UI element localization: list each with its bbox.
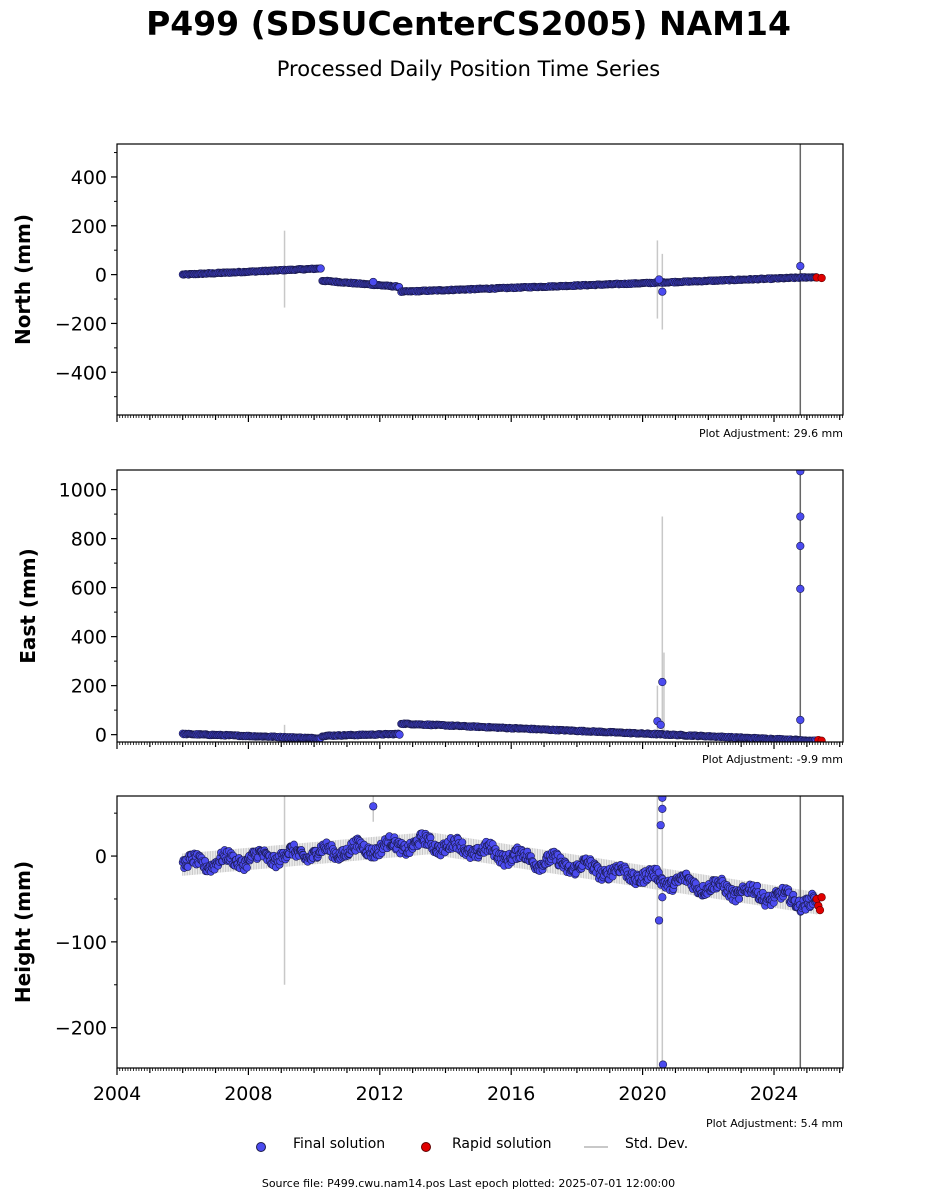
final-point	[658, 287, 667, 296]
final-point	[658, 1060, 668, 1068]
plot-adjustment-label: Plot Adjustment: 29.6 mm	[699, 427, 843, 440]
y-tick-label: 200	[71, 676, 107, 698]
final-point	[654, 275, 664, 284]
y-axis-label: North (mm)	[11, 214, 35, 345]
plot-adjustment-label: Plot Adjustment: 5.4 mm	[706, 1117, 843, 1130]
panel-1: 1000 800 600 400 200 0 East (mm) Plot Adjustmen…	[16, 469, 844, 766]
std-line-icon	[584, 1146, 608, 1148]
rapid-marker-icon	[421, 1142, 431, 1152]
y-tick-label: 800	[71, 529, 107, 551]
rapid-point	[817, 736, 826, 742]
final-point	[656, 720, 665, 729]
rapid-point	[815, 906, 825, 915]
panel-frame	[116, 143, 844, 416]
final-point	[796, 470, 805, 476]
y-tick-label: 400	[71, 167, 107, 189]
y-tick-label: −100	[55, 932, 107, 954]
final-point	[796, 261, 805, 271]
final-point	[395, 730, 404, 739]
legend-label-final: Final solution	[293, 1136, 386, 1152]
panel-frame	[116, 795, 844, 1069]
y-tick-label: −400	[55, 362, 107, 384]
x-tick-label: 2004	[93, 1083, 141, 1105]
final-point	[796, 541, 805, 551]
final-point	[658, 804, 667, 813]
final-point	[369, 277, 378, 287]
x-tick-label: 2012	[356, 1083, 404, 1105]
final-point	[796, 715, 805, 725]
x-tick-label: 2008	[224, 1083, 272, 1105]
rapid-point	[817, 273, 826, 283]
plot-area	[178, 796, 826, 1068]
final-point	[735, 895, 744, 903]
panel-0: 400 200 0 −200 −400 North (mm) Plot Adjustment…	[11, 143, 844, 440]
plot-area	[178, 144, 826, 415]
final-point	[753, 881, 762, 890]
final-point	[656, 821, 665, 830]
x-tick-label: 2016	[487, 1083, 535, 1105]
panel-2: 0 −100 −200 2004 2008 2012 2016 2020 2024 Height …	[11, 795, 844, 1130]
y-tick-label: 0	[95, 846, 107, 868]
final-point	[658, 796, 667, 802]
plot-adjustment-label: Plot Adjustment: -9.9 mm	[702, 753, 843, 766]
rapid-point	[817, 893, 826, 902]
final-point	[369, 802, 378, 811]
final-point	[796, 584, 805, 593]
y-tick-label: 1000	[59, 480, 107, 502]
y-axis-label: Height (mm)	[11, 861, 35, 1003]
y-tick-label: 600	[71, 578, 107, 600]
y-tick-label: 400	[71, 627, 107, 649]
source-footer: Source file: P499.cwu.nam14.pos Last epo…	[261, 1177, 676, 1190]
final-point	[658, 677, 667, 687]
chart-subtitle: Processed Daily Position Time Series	[276, 57, 661, 81]
final-point	[796, 512, 805, 521]
final-point	[654, 916, 664, 925]
y-tick-label: −200	[55, 313, 107, 335]
x-tick-label: 2020	[618, 1083, 666, 1105]
panel-frame	[116, 469, 844, 743]
chart-title: P499 (SDSUCenterCS2005) NAM14	[146, 4, 791, 43]
y-tick-label: 0	[95, 725, 107, 747]
y-axis-label: East (mm)	[16, 548, 40, 664]
final-point	[316, 264, 325, 273]
y-tick-label: −200	[55, 1018, 107, 1040]
y-tick-label: 0	[95, 265, 107, 287]
plot-area	[178, 470, 826, 742]
x-tick-label: 2024	[750, 1083, 798, 1105]
final-point	[658, 893, 667, 902]
y-tick-label: 200	[71, 216, 107, 238]
legend-label-rapid: Rapid solution	[452, 1136, 552, 1152]
final-point	[183, 863, 192, 871]
final-point	[243, 863, 251, 872]
legend-label-std: Std. Dev.	[625, 1136, 689, 1152]
final-marker-icon	[256, 1142, 266, 1152]
